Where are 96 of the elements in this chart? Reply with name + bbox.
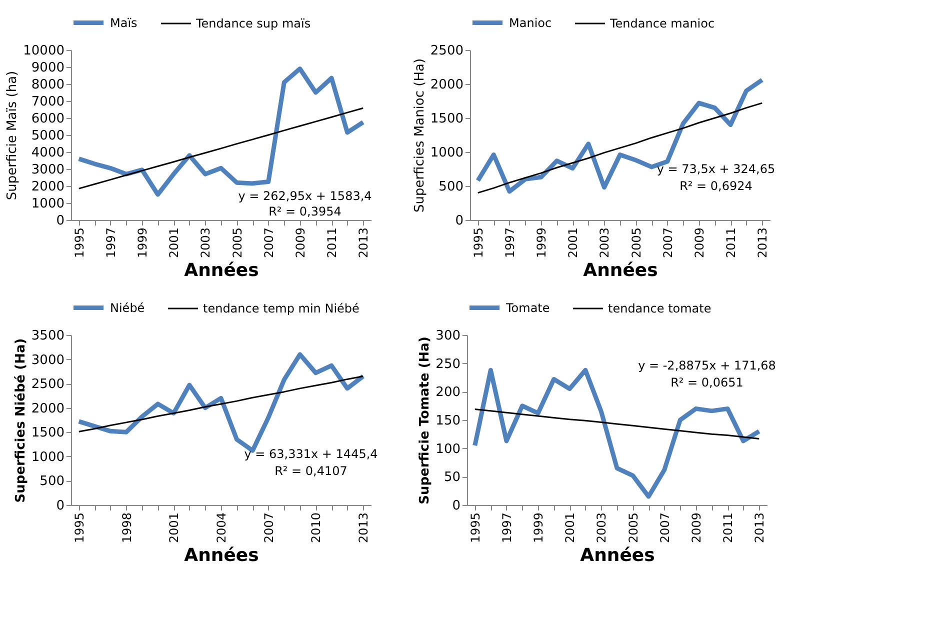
x-tick-label: 2003 bbox=[198, 228, 213, 258]
y-tick-label: 500 bbox=[438, 180, 464, 194]
legend-label: Tomate bbox=[505, 300, 550, 315]
y-tick-label: 1000 bbox=[31, 196, 64, 212]
x-tick-label: 2007 bbox=[660, 228, 675, 258]
x-tick-label: 2001 bbox=[167, 228, 182, 258]
x-tick-label: 2005 bbox=[629, 228, 644, 258]
x-tick-label: 1997 bbox=[104, 228, 118, 258]
x-tick-label: 2001 bbox=[167, 512, 182, 544]
x-tick-label: 2011 bbox=[721, 512, 736, 544]
y-axis-title: Superficies Manioc (Ha) bbox=[412, 58, 428, 213]
y-tick-label: 2000 bbox=[31, 401, 64, 416]
y-tick-label: 150 bbox=[436, 414, 460, 428]
annotation: y = 63,331x + 1445,4 bbox=[244, 447, 378, 461]
annotation: R² = 0,3954 bbox=[268, 204, 342, 218]
x-tick-label: 1995 bbox=[72, 228, 86, 258]
legend-label: Niébé bbox=[110, 300, 145, 315]
y-tick-label: 0 bbox=[56, 498, 64, 514]
legend-label: Tendance sup maïs bbox=[195, 16, 311, 30]
x-axis-title: Années bbox=[580, 545, 655, 566]
legend-label: tendance temp min Niébé bbox=[203, 302, 360, 316]
y-axis-title: Superficies Niébé (Ha) bbox=[13, 338, 28, 503]
x-tick-label: 2007 bbox=[262, 512, 276, 544]
y-tick-label: 2500 bbox=[31, 377, 64, 392]
x-axis-title: Années bbox=[184, 260, 259, 282]
y-axis-title: Superficie Maïs (ha) bbox=[5, 70, 20, 200]
y-tick-label: 1500 bbox=[31, 426, 64, 441]
y-axis-title: Superficie Tomate (Ha) bbox=[418, 336, 433, 504]
annotation: R² = 0,4107 bbox=[274, 464, 348, 478]
y-tick-label: 2000 bbox=[31, 180, 64, 194]
y-tick-label: 200 bbox=[436, 385, 460, 400]
y-tick-label: 10000 bbox=[23, 44, 64, 58]
x-tick-label: 2011 bbox=[325, 228, 340, 258]
y-tick-label: 500 bbox=[40, 474, 64, 490]
y-tick-label: 4000 bbox=[31, 146, 64, 160]
x-tick-label: 2009 bbox=[692, 228, 706, 258]
x-tick-label: 2005 bbox=[230, 228, 244, 258]
x-tick-label: 1998 bbox=[120, 512, 134, 544]
y-tick-label: 3500 bbox=[31, 328, 64, 344]
line-series bbox=[474, 408, 760, 440]
y-tick-label: 2000 bbox=[430, 78, 464, 92]
annotation: R² = 0,6924 bbox=[680, 179, 752, 193]
x-axis-title: Années bbox=[184, 545, 259, 566]
line-series bbox=[78, 376, 364, 432]
x-tick-label: 2003 bbox=[598, 228, 612, 258]
y-tick-label: 5000 bbox=[31, 128, 64, 144]
x-tick-label: 1999 bbox=[534, 228, 549, 258]
x-tick-label: 2013 bbox=[752, 512, 767, 544]
x-tick-label: 2009 bbox=[689, 512, 704, 544]
y-tick-label: 3000 bbox=[31, 352, 64, 368]
line-series bbox=[78, 107, 364, 190]
y-tick-label: 1000 bbox=[430, 146, 464, 160]
x-tick-label: 1999 bbox=[136, 228, 150, 258]
y-tick-label: 0 bbox=[452, 498, 460, 514]
x-tick-label: 2001 bbox=[563, 512, 578, 544]
x-axis-title: Années bbox=[583, 260, 658, 282]
y-tick-label: 1500 bbox=[430, 112, 464, 126]
x-tick-label: 2001 bbox=[566, 228, 580, 258]
x-tick-label: 2007 bbox=[262, 228, 276, 258]
x-tick-label: 2009 bbox=[293, 228, 308, 258]
y-tick-label: 250 bbox=[436, 356, 460, 372]
y-tick-label: 7000 bbox=[31, 94, 64, 110]
x-tick-label: 1997 bbox=[500, 512, 514, 544]
annotation: y = 262,95x + 1583,4 bbox=[238, 189, 372, 204]
annotation: y = 73,5x + 324,65 bbox=[656, 162, 776, 176]
y-tick-label: 8000 bbox=[31, 78, 64, 92]
y-tick-label: 0 bbox=[56, 214, 64, 228]
x-tick-label: 2010 bbox=[309, 512, 324, 544]
x-tick-label: 2013 bbox=[356, 512, 371, 544]
legend-label: Tendance manioc bbox=[609, 16, 715, 30]
y-tick-label: 50 bbox=[444, 470, 460, 486]
x-tick-label: 2011 bbox=[724, 228, 738, 258]
annotation: y = -2,8875x + 171,68 bbox=[638, 358, 776, 373]
x-tick-label: 2007 bbox=[658, 512, 672, 544]
annotation: R² = 0,0651 bbox=[670, 376, 744, 390]
y-tick-label: 9000 bbox=[31, 60, 64, 76]
y-tick-label: 0 bbox=[455, 214, 464, 228]
y-tick-label: 100 bbox=[436, 442, 460, 457]
y-tick-label: 6000 bbox=[31, 112, 64, 126]
y-tick-label: 3000 bbox=[31, 162, 64, 178]
y-tick-label: 2500 bbox=[430, 44, 464, 58]
x-tick-label: 2003 bbox=[594, 512, 609, 544]
y-tick-label: 1000 bbox=[31, 450, 64, 465]
x-tick-label: 2005 bbox=[626, 512, 640, 544]
x-tick-label: 2004 bbox=[214, 512, 228, 544]
legend-label: Maïs bbox=[110, 16, 138, 30]
x-tick-label: 1995 bbox=[471, 228, 486, 258]
x-tick-label: 1995 bbox=[468, 512, 482, 544]
legend-label: Manioc bbox=[509, 16, 552, 30]
x-tick-label: 1999 bbox=[532, 512, 546, 544]
y-tick-label: 300 bbox=[436, 328, 460, 344]
x-tick-label: 2013 bbox=[756, 228, 770, 258]
x-tick-label: 1995 bbox=[72, 512, 86, 544]
x-tick-label: 1997 bbox=[502, 228, 517, 258]
x-tick-label: 2013 bbox=[356, 228, 371, 258]
legend-label: tendance tomate bbox=[608, 302, 712, 316]
